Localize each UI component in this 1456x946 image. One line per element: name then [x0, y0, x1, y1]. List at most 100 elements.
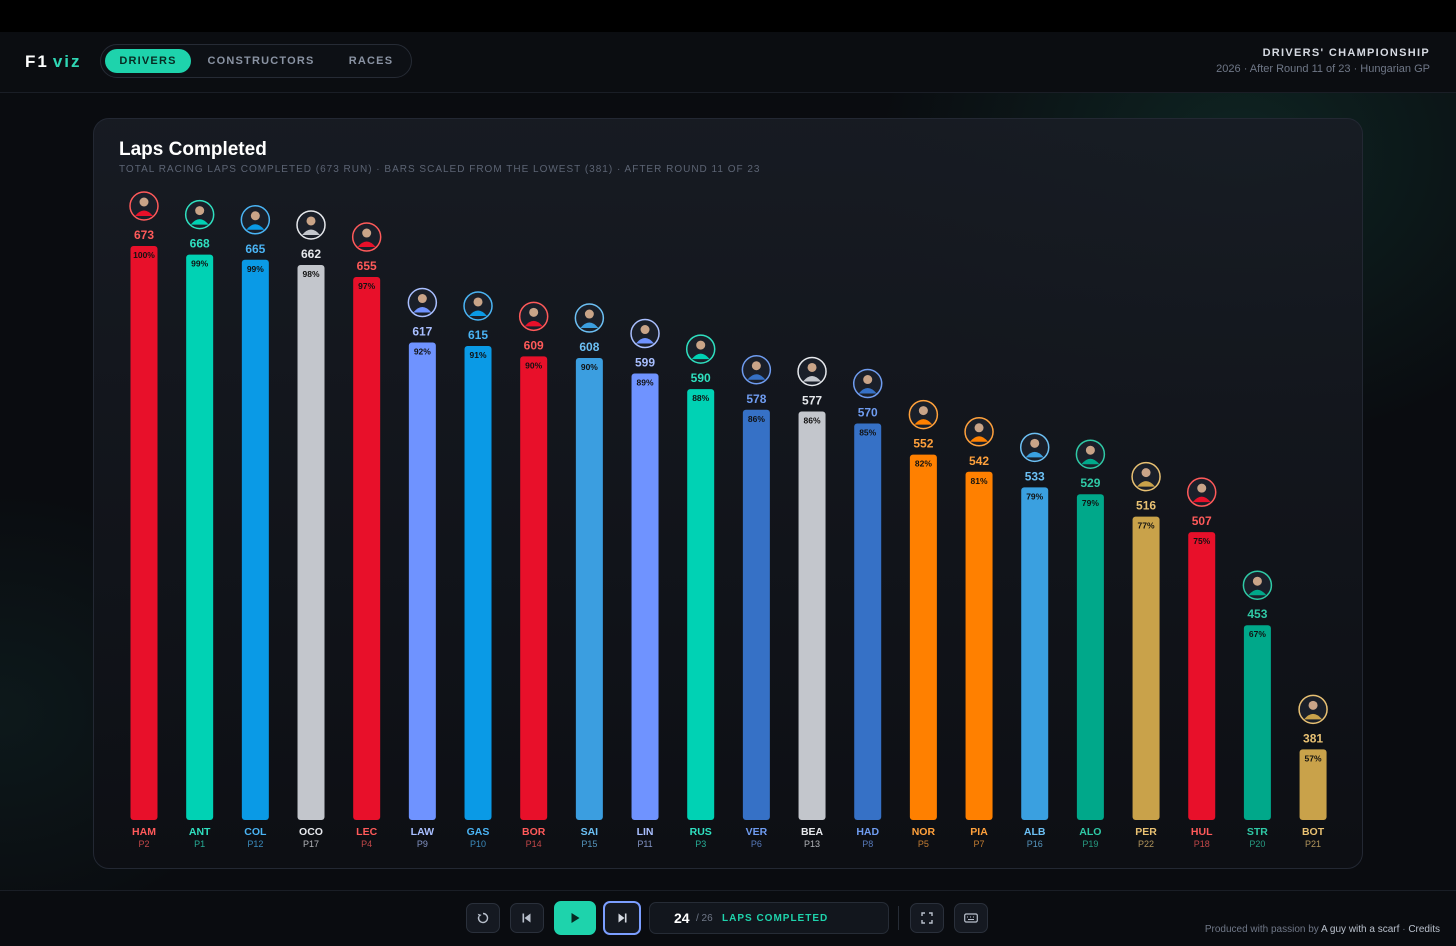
avatar-head-icon — [1197, 483, 1207, 493]
bar-lin — [631, 373, 659, 820]
bar-value-label: 577 — [802, 393, 822, 407]
x-tick-position: P1 — [194, 839, 205, 849]
x-tick-label: HAD — [856, 826, 879, 838]
lap-total: / 26 — [696, 913, 713, 924]
bar-value-label: 668 — [190, 237, 210, 251]
avatar-head-icon — [473, 297, 483, 307]
step-forward-icon — [618, 913, 627, 923]
x-tick-position: P4 — [361, 839, 372, 849]
controls-divider — [898, 906, 899, 930]
avatar-shoulders-icon — [636, 338, 655, 344]
keyboard-icon — [964, 913, 978, 923]
bar-value-label: 665 — [245, 242, 265, 256]
avatar-shoulders-icon — [357, 241, 376, 248]
bar-percent-label: 99% — [191, 259, 208, 269]
step-back-button[interactable] — [510, 903, 544, 933]
championship-subtitle: 2026 · After Round 11 of 23 · Hungarian … — [1216, 63, 1430, 75]
x-tick-label: PIA — [970, 826, 988, 838]
bar-nor — [909, 454, 937, 820]
tab-drivers[interactable]: DRIVERS — [105, 49, 191, 73]
avatar-head-icon — [863, 375, 873, 385]
avatar-head-icon — [751, 361, 761, 371]
avatar-head-icon — [529, 307, 539, 317]
avatar-head-icon — [362, 228, 372, 238]
x-tick-position: P3 — [695, 839, 706, 849]
x-tick-label: ALB — [1024, 826, 1046, 838]
tab-races[interactable]: RACES — [348, 55, 394, 67]
fullscreen-button[interactable] — [910, 903, 944, 933]
x-tick-position: P14 — [526, 839, 542, 849]
keyboard-shortcuts-button[interactable] — [954, 903, 988, 933]
avatar-shoulders-icon — [1248, 589, 1267, 596]
x-tick-label: BOT — [1302, 826, 1325, 838]
avatar-shoulders-icon — [970, 436, 989, 442]
credits-author[interactable]: A guy with a scarf — [1321, 924, 1400, 935]
x-tick-label: PER — [1135, 826, 1157, 838]
bar-percent-label: 79% — [1082, 498, 1099, 508]
x-tick-label: LEC — [356, 826, 377, 838]
bar-percent-label: 98% — [303, 269, 320, 279]
bar-percent-label: 77% — [1138, 521, 1155, 531]
avatar-shoulders-icon — [914, 419, 933, 425]
x-tick-position: P6 — [751, 839, 762, 849]
avatar-head-icon — [306, 216, 316, 226]
avatar-shoulders-icon — [524, 320, 543, 327]
x-tick-position: P10 — [470, 839, 486, 849]
avatar-head-icon — [250, 211, 260, 221]
avatar-head-icon — [640, 325, 650, 335]
x-tick-label: COL — [244, 826, 267, 838]
bar-value-label: 570 — [858, 406, 878, 420]
x-tick-label: GAS — [467, 826, 490, 838]
avatar-shoulders-icon — [580, 322, 599, 329]
bar-value-label: 590 — [691, 371, 711, 385]
credits-link[interactable]: Credits — [1408, 924, 1440, 935]
logo-accent: viz — [52, 52, 82, 71]
x-tick-label: LIN — [637, 826, 654, 838]
bar-percent-label: 97% — [358, 281, 375, 291]
bar-percent-label: 82% — [915, 459, 932, 469]
restart-button[interactable] — [466, 903, 500, 933]
avatar-shoulders-icon — [1081, 458, 1100, 465]
avatar-shoulders-icon — [246, 224, 265, 230]
x-tick-label: VER — [746, 826, 768, 838]
bar-per — [1132, 516, 1160, 820]
fullscreen-icon — [921, 912, 933, 924]
restart-icon — [477, 912, 489, 924]
x-tick-label: HUL — [1191, 826, 1213, 838]
x-tick-position: P2 — [138, 839, 149, 849]
avatar-head-icon — [139, 197, 149, 207]
x-tick-position: P5 — [918, 839, 929, 849]
avatar-head-icon — [696, 340, 706, 350]
bar-value-label: 578 — [746, 392, 766, 406]
x-tick-label: OCO — [299, 826, 323, 838]
credits-line: Produced with passion by A guy with a sc… — [1205, 924, 1440, 935]
bar-percent-label: 91% — [470, 350, 487, 360]
bar-value-label: 542 — [969, 454, 989, 468]
bar-percent-label: 90% — [525, 360, 542, 370]
top-strip — [0, 0, 1456, 32]
avatar-shoulders-icon — [1137, 481, 1156, 487]
bar-alo — [1076, 494, 1104, 820]
x-tick-label: STR — [1247, 826, 1268, 838]
bar-value-label: 453 — [1247, 607, 1267, 621]
avatar-shoulders-icon — [413, 307, 432, 313]
x-tick-label: ANT — [189, 826, 211, 838]
x-tick-label: NOR — [912, 826, 936, 838]
avatar-head-icon — [584, 309, 594, 319]
bar-value-label: 599 — [635, 356, 655, 370]
credits-prefix: Produced with passion by — [1204, 924, 1319, 935]
app-logo[interactable]: F1 viz — [25, 52, 82, 72]
bar-percent-label: 79% — [1026, 491, 1043, 501]
avatar-head-icon — [1141, 468, 1151, 478]
step-forward-button[interactable] — [603, 901, 641, 935]
credits-separator: · — [1402, 924, 1406, 935]
tab-constructors[interactable]: CONSTRUCTORS — [207, 55, 315, 67]
x-tick-label: HAM — [132, 826, 156, 838]
x-tick-label: BOR — [522, 826, 546, 838]
x-tick-position: P16 — [1027, 839, 1043, 849]
lap-counter: 24 / 26 LAPS COMPLETED — [649, 902, 889, 934]
avatar-head-icon — [417, 294, 427, 304]
avatar-head-icon — [807, 362, 817, 372]
bar-oco — [297, 264, 325, 821]
play-button[interactable] — [554, 901, 596, 935]
